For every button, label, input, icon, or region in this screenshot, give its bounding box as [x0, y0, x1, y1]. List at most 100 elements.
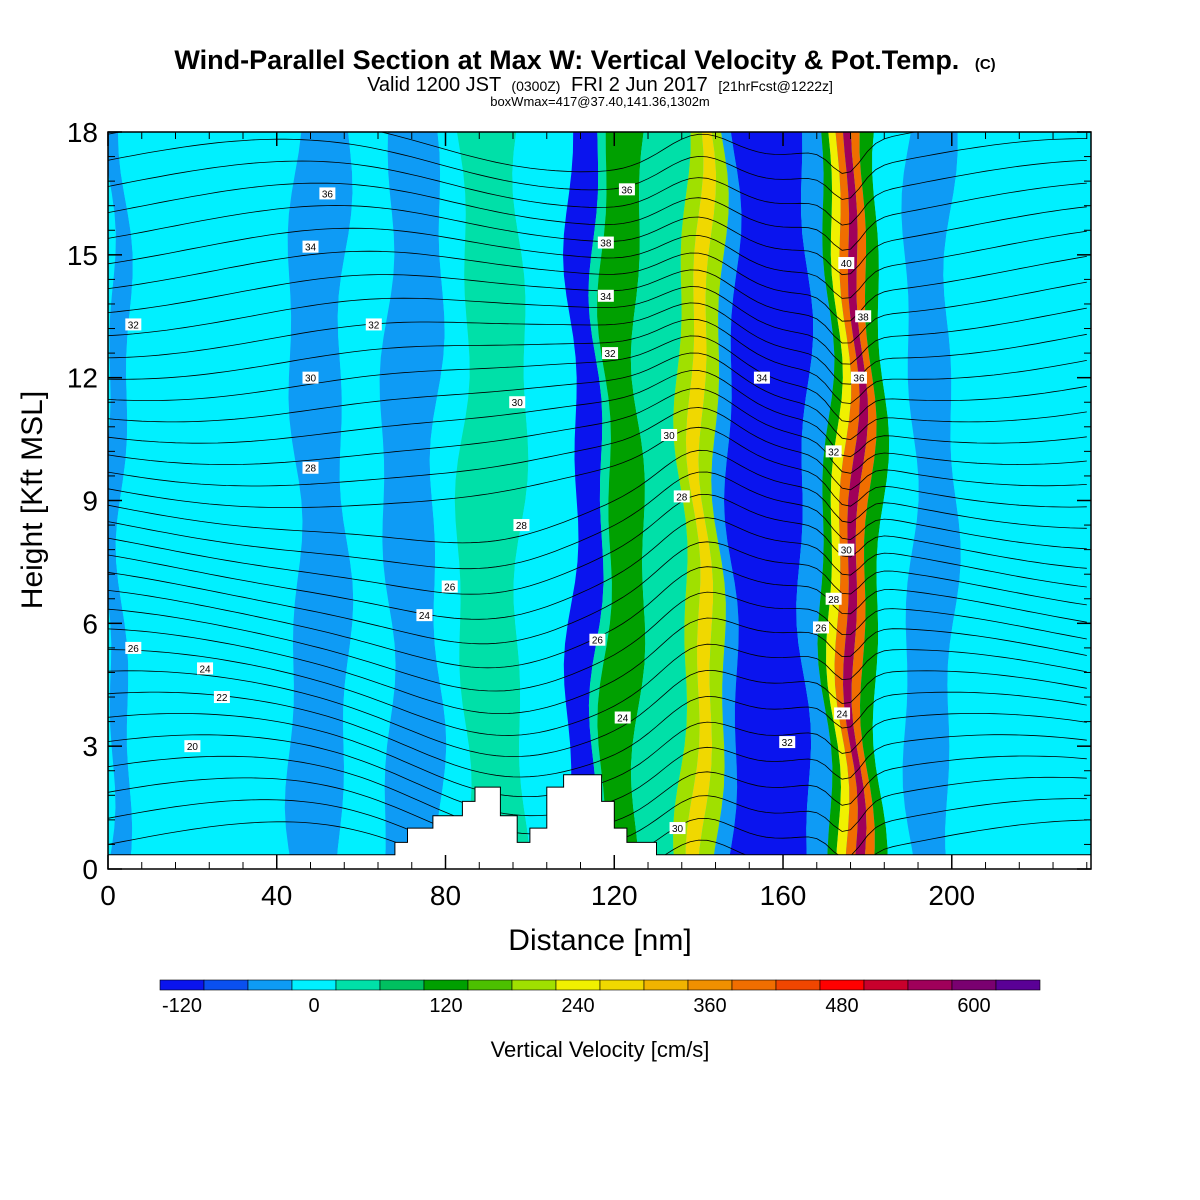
theta-contour-line-32	[108, 138, 1087, 200]
velocity-band-9	[588, 132, 612, 869]
theta-contour-line-8	[108, 643, 1087, 736]
velocity-band-6	[454, 132, 531, 869]
colorbar-label: 480	[825, 995, 858, 1017]
theta-contour-line-6	[108, 691, 1087, 778]
colorbar-swatch-4	[335, 979, 381, 991]
contour-label-text: 34	[600, 292, 612, 303]
contour-label-text: 36	[322, 189, 334, 200]
y-tick-label: 12	[67, 363, 98, 394]
contour-label-0: 36	[319, 187, 336, 200]
theta-contour-line-16	[108, 449, 1087, 544]
contour-label-bg	[125, 318, 142, 331]
theta-contour-line-23	[108, 318, 1087, 404]
theta-contour-line-12	[108, 541, 1087, 645]
contour-label-28: 32	[825, 445, 842, 458]
velocity-band-15	[711, 132, 742, 869]
contour-label-16: 34	[597, 289, 614, 303]
contour-label-text: 40	[841, 259, 853, 270]
contour-label-text: 26	[128, 644, 140, 655]
contour-label-bg	[812, 621, 829, 634]
velocity-band-10	[597, 132, 646, 869]
contour-label-14: 36	[618, 183, 635, 196]
contour-label-26: 38	[855, 310, 872, 323]
subtitle-date: FRI 2 Jun 2017	[571, 74, 708, 96]
theta-contour-line-22	[108, 335, 1087, 423]
x-tick-label: 80	[430, 880, 461, 911]
contour-label-18: 30	[661, 428, 678, 442]
contour-label-text: 34	[756, 374, 768, 385]
colorbar-swatch-7	[467, 979, 513, 991]
contour-label-bg	[825, 445, 842, 458]
contour-label-8: 26	[441, 580, 458, 593]
contour-label-text: 30	[672, 824, 684, 835]
contour-label-11: 24	[197, 662, 214, 675]
contour-label-text: 28	[828, 595, 840, 606]
contour-label-bg	[614, 711, 631, 724]
y-tick-label: 6	[82, 608, 98, 639]
contour-label-10: 26	[125, 641, 142, 655]
velocity-band-0	[108, 132, 133, 869]
contour-label-30: 28	[825, 592, 842, 606]
velocity-band-22	[851, 132, 877, 869]
theta-contour-line-27	[108, 250, 1087, 322]
contour-label-27: 36	[850, 371, 867, 385]
contour-label-29: 30	[838, 543, 855, 557]
colorbar-label: 360	[693, 995, 726, 1017]
contour-label-text: 38	[600, 239, 612, 250]
contour-label-text: 30	[841, 546, 853, 557]
contour-label-text: 26	[444, 582, 456, 593]
theta-contour-line-30	[108, 182, 1087, 251]
velocity-band-24	[872, 132, 919, 869]
contour-label-text: 20	[187, 742, 199, 753]
contour-label-bg	[779, 736, 796, 749]
colorbar-label: -120	[162, 995, 202, 1017]
contour-label-12: 22	[213, 691, 230, 704]
x-tick-label: 160	[760, 880, 807, 911]
contour-label-4: 30	[302, 371, 319, 385]
contour-label-1: 34	[302, 240, 319, 254]
theta-contour-line-20	[108, 370, 1087, 458]
contour-label-3: 32	[365, 318, 382, 331]
chart-title-mark: (C)	[975, 56, 996, 73]
contour-label-text: 24	[617, 714, 629, 725]
contour-label-bg	[302, 461, 319, 474]
colorbar-swatch-0	[159, 979, 205, 991]
velocity-band-3	[336, 132, 396, 869]
contour-label-bg	[618, 183, 635, 196]
contour-label-bg	[197, 662, 214, 675]
velocity-band-4	[379, 132, 447, 869]
y-tick-label: 3	[82, 731, 98, 762]
chart-subtitle: Valid 1200 JST (0300Z) FRI 2 Jun 2017 [2…	[367, 74, 833, 96]
contour-label-bg	[184, 740, 201, 753]
y-tick-label: 15	[67, 240, 98, 271]
contour-label-2: 32	[125, 318, 142, 331]
contour-label-bg	[753, 371, 770, 384]
theta-contour-line-18	[108, 407, 1087, 491]
subtitle-utc: (0300Z)	[511, 78, 560, 94]
x-tick-label: 0	[100, 880, 116, 911]
contour-label-bg	[597, 289, 614, 302]
x-tick-label: 120	[591, 880, 638, 911]
theta-contour-line-33	[108, 132, 918, 174]
contour-label-bg	[825, 592, 842, 605]
contour-label-32: 24	[834, 707, 851, 720]
x-axis-title: Distance [nm]	[508, 924, 691, 957]
colorbar-swatch-8	[511, 979, 557, 991]
terrain-profile	[108, 774, 1091, 869]
contour-label-31: 26	[812, 621, 829, 634]
contour-label-24: 32	[779, 736, 796, 749]
colorbar-swatch-15	[819, 979, 865, 991]
x-tick-label: 40	[261, 880, 292, 911]
theta-contour-line-25	[108, 286, 1087, 365]
colorbar: -120 0 120 240 360 480 600	[159, 979, 1041, 1017]
contour-label-23: 34	[753, 371, 770, 385]
theta-contour-line-26	[108, 269, 1087, 344]
contour-label-text: 22	[216, 693, 228, 704]
y-tick-label: 9	[82, 486, 98, 517]
contour-label-bg	[855, 310, 872, 323]
colorbar-swatch-16	[863, 979, 909, 991]
contour-label-22: 30	[669, 822, 686, 835]
contour-label-text: 36	[621, 185, 633, 196]
